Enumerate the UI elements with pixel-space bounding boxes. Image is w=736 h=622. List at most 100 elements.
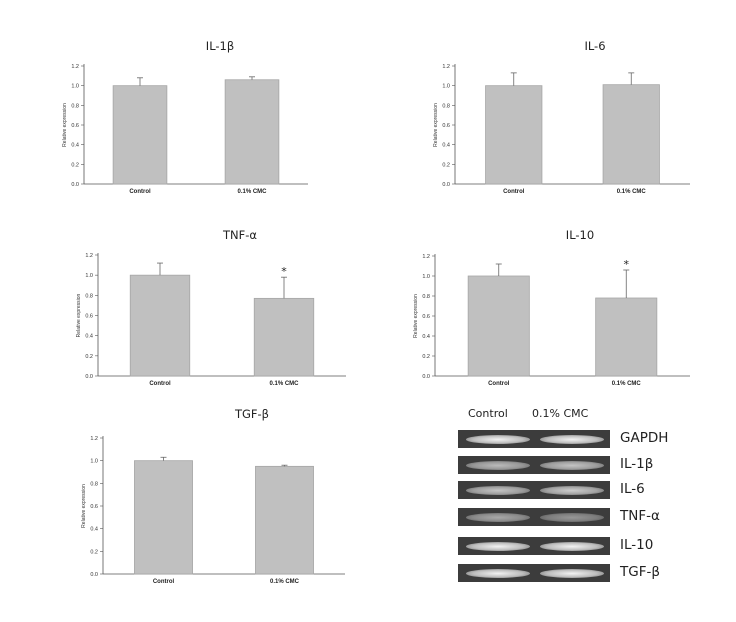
x-tick-label: 0.1% CMC <box>270 579 300 585</box>
gel-band <box>466 569 530 578</box>
gel-lane-label-control: Control <box>468 407 508 420</box>
y-tick-label: 1.0 <box>442 84 450 90</box>
y-tick-label: 1.0 <box>90 459 98 465</box>
chart-title: IL-6 <box>584 39 605 53</box>
x-tick-label: Control <box>149 381 171 387</box>
chart-il1b: IL-1β Relative expression 0.0 0.2 0.4 0.6 0.8 1… <box>60 38 340 203</box>
y-tick-label: 0.8 <box>422 294 430 300</box>
gel-band <box>466 486 530 495</box>
y-tick-label: 0.4 <box>85 334 93 340</box>
gel-row <box>458 481 610 499</box>
x-tick-label: 0.1% CMC <box>237 189 267 195</box>
x-tick-label: 0.1% CMC <box>617 189 647 195</box>
gel-lane-label-cmc: 0.1% CMC <box>532 407 589 420</box>
gel-row <box>458 508 610 526</box>
bar <box>253 297 315 377</box>
y-tick-label: 0.0 <box>422 374 430 380</box>
y-tick-label: 0.0 <box>442 182 450 188</box>
chart-svg: TNF-α Relative expression 0.0 0.2 0.4 0.6 0.8 1… <box>76 228 346 387</box>
gel-band <box>540 513 604 522</box>
bar <box>467 275 530 377</box>
bar <box>112 85 168 185</box>
x-tick-label: Control <box>153 579 175 585</box>
gel-band <box>540 569 604 578</box>
bar <box>602 84 660 185</box>
y-tick-label: 0.6 <box>71 123 79 129</box>
y-tick-label: 0.2 <box>442 162 450 168</box>
y-tick-label: 1.0 <box>85 273 93 279</box>
y-axis-label: Relative expression <box>413 294 419 338</box>
significance-marker: * <box>281 265 287 278</box>
chart-title: IL-10 <box>566 228 594 242</box>
chart-svg: IL-6 Relative expression 0.0 0.2 0.4 0.6 0.8 1.… <box>433 39 690 195</box>
y-tick-label: 1.2 <box>71 64 79 70</box>
y-tick-label: 0.8 <box>90 481 98 487</box>
gel-band <box>540 461 604 470</box>
y-tick-label: 0.6 <box>85 314 93 320</box>
y-tick-label: 0.2 <box>85 354 93 360</box>
gel-gene-label: IL-10 <box>620 537 654 553</box>
y-tick-label: 0.4 <box>71 143 79 149</box>
x-tick-label: Control <box>488 381 510 387</box>
chart-il6: IL-6 Relative expression 0.0 0.2 0.4 0.6 0.8 1.… <box>395 38 695 203</box>
chart-il10: IL-10 Relative expression 0.0 0.2 0.4 0.6 0.8 1… <box>395 225 695 390</box>
bar <box>129 274 191 377</box>
x-tick-label: Control <box>129 189 151 195</box>
gel-band <box>466 513 530 522</box>
gel-band <box>466 542 530 551</box>
y-tick-label: 0.8 <box>85 293 93 299</box>
x-tick-label: Control <box>503 189 525 195</box>
chart-title: IL-1β <box>206 39 234 53</box>
gel-gene-label: GAPDH <box>620 430 669 446</box>
chart-tgfb: TGF-β Relative expression 0.0 0.2 0.4 0.6 0.8 1… <box>60 398 350 593</box>
y-tick-label: 0.4 <box>422 334 430 340</box>
chart-svg: IL-10 Relative expression 0.0 0.2 0.4 0.6 0.8 1… <box>413 228 690 387</box>
y-tick-label: 1.2 <box>442 64 450 70</box>
gel-gene-label: IL-1β <box>620 456 654 472</box>
y-axis-label: Relative expression <box>62 103 68 147</box>
bar <box>224 79 280 185</box>
y-tick-label: 0.0 <box>71 182 79 188</box>
gel-band <box>540 435 604 444</box>
y-tick-label: 0.8 <box>442 103 450 109</box>
y-axis-label: Relative expression <box>81 484 87 528</box>
y-tick-label: 1.2 <box>422 254 430 260</box>
y-tick-label: 0.6 <box>90 504 98 510</box>
gel-gene-label: IL-6 <box>620 481 645 497</box>
gel-band <box>466 461 530 470</box>
gel-band <box>540 542 604 551</box>
y-tick-label: 0.2 <box>422 354 430 360</box>
gel-row <box>458 537 610 555</box>
y-tick-label: 0.4 <box>90 527 98 533</box>
gel-gene-label: TGF-β <box>620 564 660 580</box>
bar <box>595 297 658 377</box>
y-tick-label: 0.4 <box>442 143 450 149</box>
y-tick-label: 0.6 <box>442 123 450 129</box>
bar <box>485 85 543 185</box>
bar <box>134 460 193 575</box>
x-tick-label: 0.1% CMC <box>612 381 642 387</box>
gel-image: Control 0.1% CMC GAPDH IL-1β IL-6 TNF-α … <box>452 404 712 594</box>
y-tick-label: 1.0 <box>71 84 79 90</box>
y-tick-label: 1.0 <box>422 274 430 280</box>
chart-title: TGF-β <box>234 407 269 421</box>
gel-row <box>458 430 610 448</box>
gel-band <box>466 435 530 444</box>
y-tick-label: 0.0 <box>85 374 93 380</box>
y-tick-label: 1.2 <box>90 436 98 442</box>
gel-row <box>458 564 610 582</box>
x-tick-label: 0.1% CMC <box>269 381 299 387</box>
y-tick-label: 0.0 <box>90 572 98 578</box>
y-tick-label: 1.2 <box>85 253 93 259</box>
gel-gene-label: TNF-α <box>620 508 660 524</box>
chart-tnfa: TNF-α Relative expression 0.0 0.2 0.4 0.6 0.8 1… <box>60 225 350 390</box>
bar <box>255 465 314 575</box>
y-axis-label: Relative expression <box>76 293 82 337</box>
y-tick-label: 0.8 <box>71 103 79 109</box>
chart-svg: TGF-β Relative expression 0.0 0.2 0.4 0.6 0.8 1… <box>81 407 345 585</box>
gel-row <box>458 456 610 474</box>
y-tick-label: 0.2 <box>90 549 98 555</box>
chart-svg: IL-1β Relative expression 0.0 0.2 0.4 0.6 0.8 1… <box>62 39 308 195</box>
significance-marker: * <box>624 258 630 271</box>
y-tick-label: 0.6 <box>422 314 430 320</box>
